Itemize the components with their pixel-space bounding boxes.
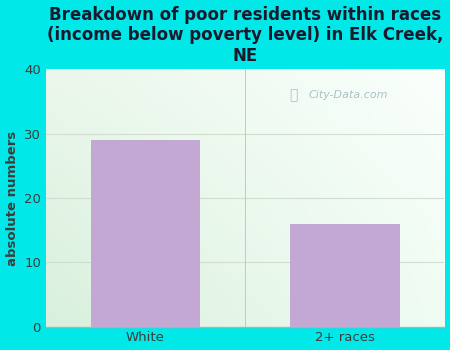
Title: Breakdown of poor residents within races
(income below poverty level) in Elk Cre: Breakdown of poor residents within races… <box>47 6 443 65</box>
Text: City-Data.com: City-Data.com <box>309 90 388 100</box>
Bar <box>91 140 200 327</box>
Text: ⦾: ⦾ <box>289 88 297 102</box>
Bar <box>290 224 400 327</box>
Y-axis label: absolute numbers: absolute numbers <box>5 131 18 266</box>
